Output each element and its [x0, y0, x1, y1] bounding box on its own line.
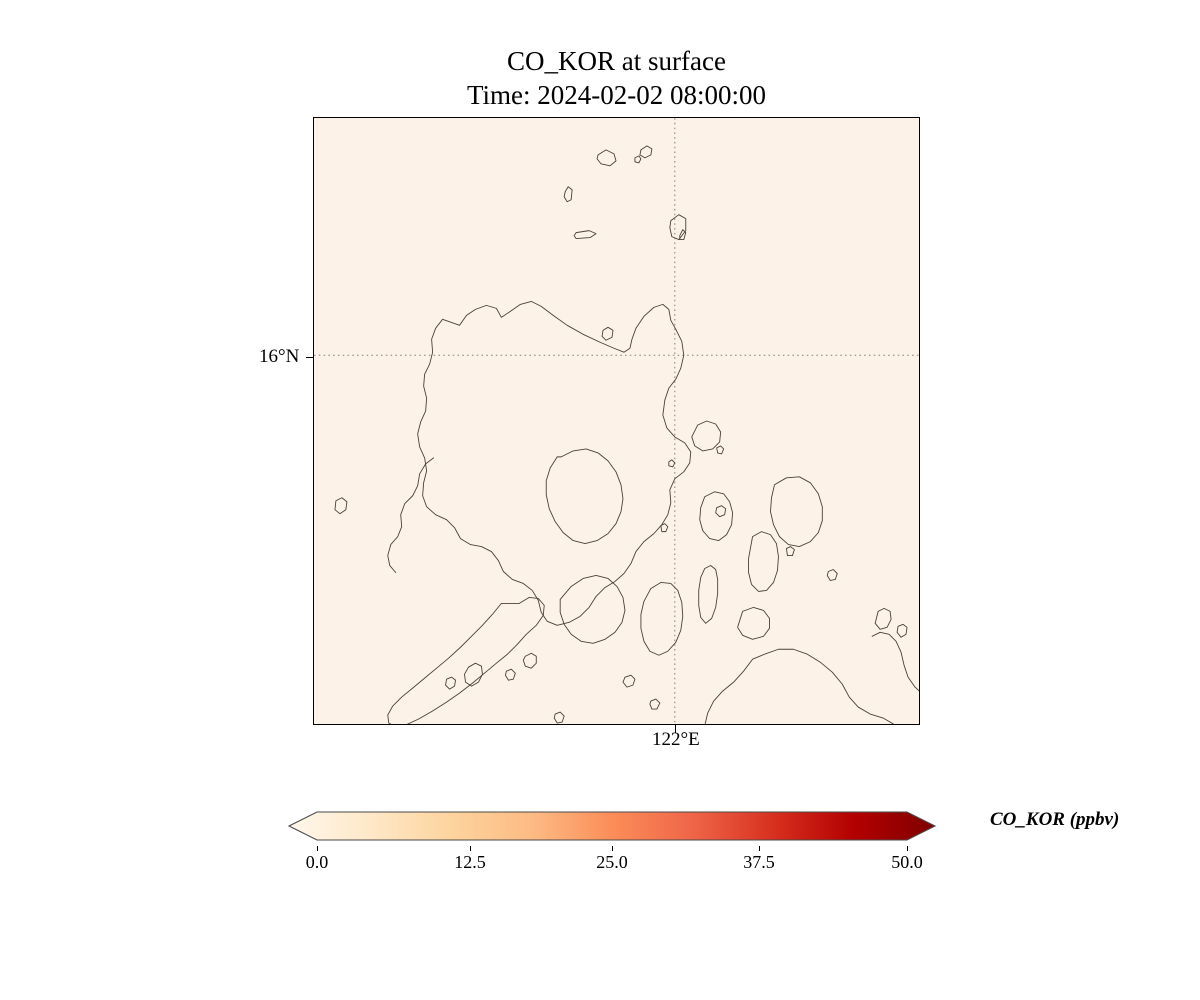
- colorbar-tick-label-4: 50.0: [891, 852, 923, 872]
- title-line-time: Time: 2024-02-02 08:00:00: [466, 80, 767, 110]
- colorbar-tickline-0: [317, 846, 318, 851]
- figure-title: CO_KOR at surface Time: 2024-02-02 08:00…: [313, 44, 920, 112]
- gridlines: [314, 118, 919, 724]
- colorbar-tickline-2: [612, 846, 613, 851]
- colorbar-gradient-body: [287, 811, 937, 841]
- colorbar-tickline-3: [759, 846, 760, 851]
- xtick-mark-122e: [675, 725, 677, 733]
- colorbar-tickline-1: [470, 846, 471, 851]
- map-svg: [314, 118, 919, 724]
- xtick-label-122e: 122°E: [652, 729, 700, 750]
- colorbar-tick-label-3: 37.5: [743, 852, 775, 872]
- colorbar-label: CO_KOR (ppbv): [990, 809, 1120, 830]
- title-line-variable: CO_KOR at surface: [507, 46, 726, 76]
- colorbar[interactable]: [287, 806, 937, 846]
- colorbar-tick-group: 0.0 12.5 25.0 37.5 50.0: [287, 846, 937, 872]
- colorbar-svg: [287, 811, 937, 841]
- ytick-mark-16n: [306, 357, 314, 359]
- ytick-label-16n: 16°N: [259, 346, 300, 367]
- map-axes[interactable]: [313, 117, 920, 725]
- colorbar-tick-label-1: 12.5: [454, 852, 486, 872]
- colorbar-tickline-4: [907, 846, 908, 851]
- colorbar-tick-label-0: 0.0: [305, 852, 329, 872]
- coastlines: [334, 145, 919, 724]
- colorbar-tick-label-2: 25.0: [596, 852, 628, 872]
